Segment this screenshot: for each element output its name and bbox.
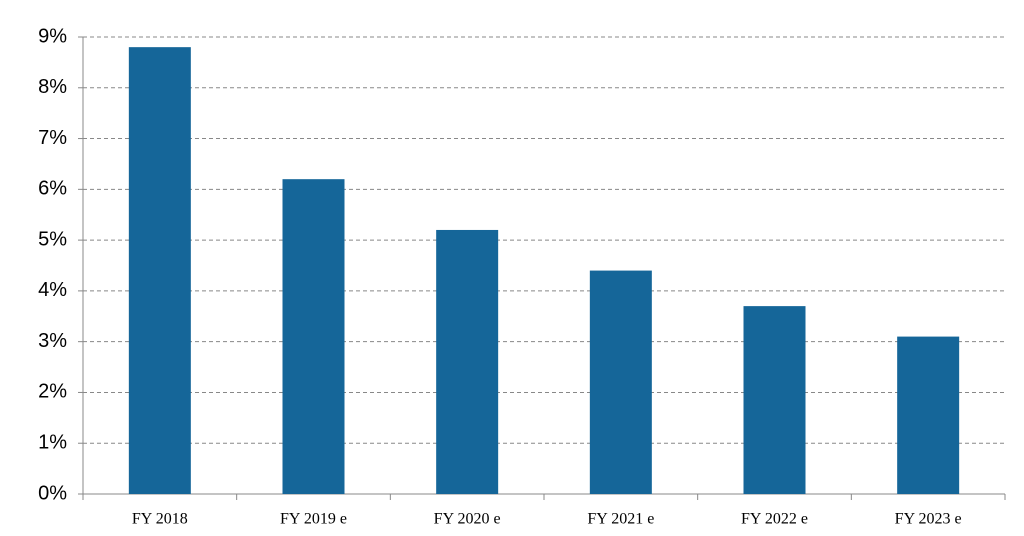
x-tick-label: FY 2023 e: [895, 511, 962, 528]
y-tick-label: 9%: [38, 25, 67, 47]
x-tick-label: FY 2020 e: [434, 511, 501, 528]
y-tick-label: 8%: [38, 76, 67, 98]
x-tick-label: FY 2019 e: [280, 511, 347, 528]
y-tick-label: 3%: [38, 330, 67, 352]
bar: [282, 179, 345, 494]
x-tick-label: FY 2022 e: [741, 511, 808, 528]
y-tick-label: 0%: [38, 482, 67, 504]
y-tick-label: 6%: [38, 178, 67, 200]
bar: [743, 306, 806, 494]
bar: [436, 229, 499, 494]
x-tick-label: FY 2018: [132, 511, 188, 528]
bar: [897, 336, 960, 494]
y-tick-label: 7%: [38, 127, 67, 149]
bar: [128, 47, 191, 495]
x-tick-label: FY 2021 e: [587, 511, 654, 528]
bar: [589, 270, 652, 494]
y-tick-label: 4%: [38, 279, 67, 301]
y-tick-label: 5%: [38, 228, 67, 250]
y-tick-label: 1%: [38, 432, 67, 454]
y-tick-label: 2%: [38, 381, 67, 403]
